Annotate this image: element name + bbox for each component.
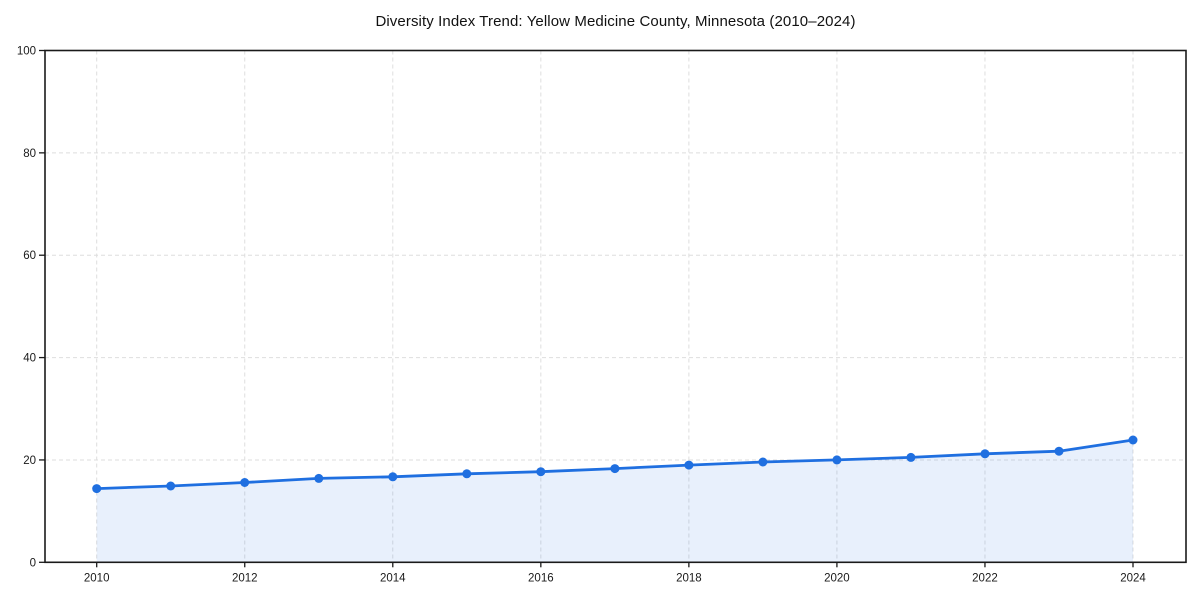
- data-point-marker: [906, 452, 916, 462]
- y-axis-tick-label: 60: [23, 250, 36, 262]
- data-point-marker: [758, 457, 768, 467]
- data-point-marker: [462, 469, 472, 479]
- x-axis-tick-label: 2022: [972, 572, 998, 584]
- data-point-marker: [166, 481, 176, 491]
- y-axis-tick-label: 40: [23, 353, 36, 365]
- data-point-marker: [1128, 435, 1138, 445]
- x-axis-tick-label: 2016: [528, 572, 554, 584]
- x-axis-tick-label: 2012: [232, 572, 258, 584]
- data-point-marker: [1054, 446, 1064, 456]
- y-axis-tick-label: 80: [23, 148, 36, 160]
- x-axis-tick-label: 2014: [380, 572, 406, 584]
- x-axis-tick-label: 2024: [1120, 572, 1146, 584]
- data-point-marker: [92, 484, 102, 494]
- chart-title: Diversity Index Trend: Yellow Medicine C…: [375, 13, 856, 30]
- data-point-marker: [240, 478, 250, 487]
- data-point-marker: [610, 464, 620, 474]
- y-axis-tick-label: 0: [30, 557, 36, 569]
- y-axis-tick-label: 100: [17, 46, 36, 58]
- data-point-marker: [832, 455, 842, 465]
- x-axis-tick-label: 2010: [84, 572, 110, 584]
- x-axis-tick-label: 2018: [676, 572, 702, 584]
- data-point-marker: [980, 449, 990, 459]
- data-point-marker: [388, 472, 398, 482]
- y-axis-tick-label: 20: [23, 455, 36, 467]
- axis-frame: [44, 49, 1187, 564]
- x-axis-tick-label: 2020: [824, 572, 850, 584]
- data-point-marker: [314, 473, 324, 483]
- area-fill: [96, 440, 1134, 563]
- data-point-marker: [536, 467, 546, 477]
- data-point-marker: [684, 460, 694, 470]
